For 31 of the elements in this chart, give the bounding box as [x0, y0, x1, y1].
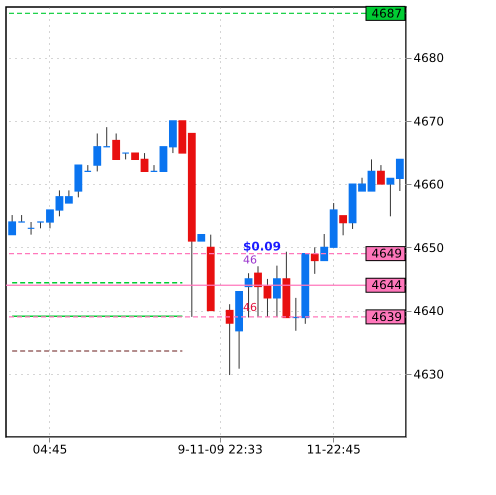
- candlestick: [8, 214, 16, 236]
- y-tick-label: 4670: [414, 114, 444, 128]
- candlestick: [310, 246, 319, 274]
- candlestick: [102, 126, 111, 148]
- candlestick: [339, 215, 348, 236]
- y-tick-label: 4640: [414, 304, 444, 318]
- candlestick: [93, 132, 102, 172]
- candlestick: [112, 132, 120, 160]
- y-tick-label: 4630: [414, 367, 444, 382]
- ref-line-label: 4639: [371, 310, 402, 324]
- x-tick-label: 9-11-09 22:33: [178, 442, 263, 456]
- ref-line-label: 4644: [371, 278, 402, 292]
- annotation: 46: [243, 254, 257, 267]
- candlestick: [292, 297, 300, 332]
- candlestick: [377, 164, 385, 185]
- x-tick-label: 04:45: [32, 442, 68, 456]
- y-tick-label: 4680: [414, 51, 444, 66]
- candlestick: [27, 222, 35, 236]
- annotation: $0.09: [243, 240, 281, 254]
- candlestick: [150, 164, 158, 172]
- candlestick: [84, 164, 92, 172]
- ref-line-label: 4687: [371, 6, 402, 20]
- candlestick: [36, 221, 44, 229]
- y-tick-label: 4650: [414, 240, 444, 255]
- candlestick: [18, 214, 26, 223]
- ref-line-label: 4649: [371, 246, 402, 261]
- candlestick: [226, 304, 234, 376]
- candlestick: [273, 265, 281, 318]
- y-tick-label: 4660: [414, 178, 444, 192]
- x-tick-label: 11-22:45: [306, 442, 361, 456]
- candlestick: [122, 152, 130, 160]
